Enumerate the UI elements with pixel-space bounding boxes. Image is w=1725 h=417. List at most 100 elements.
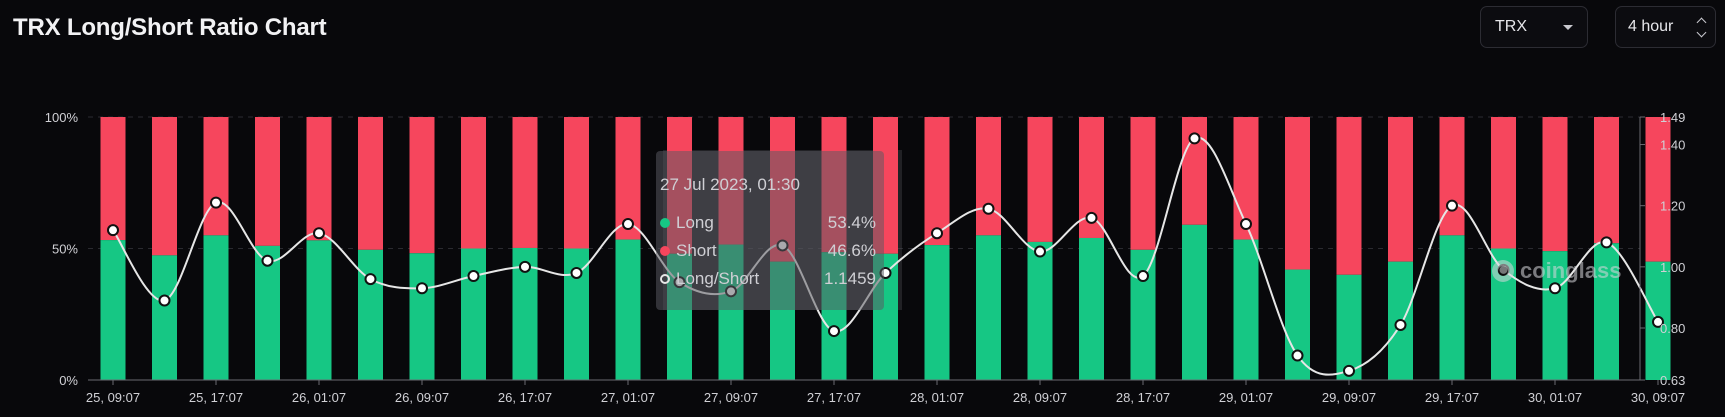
bar-long bbox=[1542, 251, 1568, 380]
right-axis-tick-label: 1.49 bbox=[1660, 110, 1685, 125]
x-axis-tick-label: 30, 01:07 bbox=[1528, 390, 1582, 405]
watermark-text: coinglass bbox=[1520, 258, 1622, 283]
bar-short bbox=[1027, 117, 1053, 242]
ratio-point bbox=[1137, 270, 1149, 283]
bar-long bbox=[1130, 249, 1156, 380]
coinglass-watermark: coinglass bbox=[1492, 258, 1621, 284]
right-axis-tick-label: 1.00 bbox=[1660, 260, 1685, 275]
x-axis-tick-label: 27, 09:07 bbox=[704, 390, 758, 405]
bar-short bbox=[1130, 117, 1156, 250]
ratio-point bbox=[1291, 349, 1304, 362]
ratio-point bbox=[1652, 315, 1664, 328]
ratio-point bbox=[1394, 318, 1407, 331]
x-axis-tick-label: 25, 17:07 bbox=[189, 390, 243, 405]
interval-select-value: 4 hour bbox=[1628, 18, 1674, 35]
ratio-point bbox=[416, 282, 428, 295]
bar-short bbox=[1285, 117, 1310, 270]
bar-long bbox=[615, 239, 641, 380]
bar-short bbox=[409, 117, 435, 254]
bar-long bbox=[100, 240, 126, 380]
tooltip-long-label: Long bbox=[676, 213, 714, 232]
bar-short bbox=[1645, 117, 1671, 262]
tooltip-ratio-value: 1.1459 bbox=[824, 269, 876, 288]
ratio-point bbox=[622, 218, 634, 231]
tooltip-ratio-label: Long/Short bbox=[676, 269, 760, 288]
symbol-select-value: TRX bbox=[1495, 18, 1527, 35]
right-axis-tick-label: 1.40 bbox=[1660, 138, 1685, 153]
x-axis-tick-label: 27, 17:07 bbox=[807, 390, 861, 405]
bar-short bbox=[1542, 117, 1568, 252]
ratio-point bbox=[828, 325, 840, 338]
right-axis-tick-label: 0.80 bbox=[1660, 321, 1685, 336]
ratio-point bbox=[1446, 199, 1458, 212]
left-axis-tick-label: 100% bbox=[45, 110, 79, 125]
ratio-point bbox=[467, 270, 480, 283]
bar-long bbox=[1182, 224, 1207, 380]
ratio-point bbox=[313, 227, 325, 240]
tooltip-short-value: 46.6% bbox=[827, 241, 876, 260]
bar-short bbox=[100, 117, 126, 241]
tooltip-row-long: Long 53.4% bbox=[660, 213, 876, 233]
chevron-down-icon bbox=[1563, 24, 1573, 30]
ratio-point bbox=[1549, 282, 1561, 295]
x-axis-tick-label: 30, 09:07 bbox=[1631, 390, 1685, 405]
bar-long bbox=[255, 245, 280, 380]
x-axis-tick-label: 29, 01:07 bbox=[1219, 390, 1273, 405]
ratio-point bbox=[982, 202, 995, 215]
bar-short bbox=[512, 117, 538, 248]
left-axis-tick-label: 50% bbox=[52, 242, 78, 257]
bar-short bbox=[564, 117, 589, 249]
ratio-point bbox=[1085, 211, 1098, 224]
ratio-line bbox=[112, 136, 1659, 376]
bar-short bbox=[976, 117, 1001, 236]
symbol-select[interactable]: TRX bbox=[1480, 6, 1588, 48]
tooltip-row-short: Short 46.6% bbox=[660, 241, 876, 261]
bar-long bbox=[1439, 235, 1465, 380]
bar-long bbox=[1079, 237, 1104, 380]
left-axis-tick-label: 0% bbox=[59, 373, 78, 388]
chart-tooltip: 27 Jul 2023, 01:30 Long 53.4% Short 46.6… bbox=[656, 151, 884, 310]
right-axis-tick-label: 0.63 bbox=[1660, 373, 1685, 388]
bar-short bbox=[203, 117, 229, 236]
bar-long bbox=[976, 235, 1001, 380]
bar-short bbox=[1336, 117, 1362, 275]
bar-long bbox=[461, 248, 486, 380]
bar-short bbox=[924, 117, 950, 246]
ratio-point bbox=[1188, 132, 1201, 145]
page-title: TRX Long/Short Ratio Chart bbox=[13, 14, 327, 41]
bar-long bbox=[924, 245, 950, 380]
bar-long bbox=[152, 255, 177, 380]
bar-short bbox=[255, 117, 280, 246]
ratio-point bbox=[1240, 218, 1252, 231]
x-axis-tick-label: 26, 01:07 bbox=[292, 390, 346, 405]
ratio-point bbox=[261, 254, 274, 267]
x-axis-tick-label: 26, 17:07 bbox=[498, 390, 552, 405]
x-axis-tick-label: 28, 17:07 bbox=[1116, 390, 1170, 405]
short-dot-icon bbox=[660, 246, 670, 256]
bar-short bbox=[306, 117, 332, 241]
right-axis-tick-label: 1.20 bbox=[1660, 199, 1685, 214]
axes-group: 0% 50% 100% 0.63 0.80 1.00 1.20 1.40 1.49 25, 09:… bbox=[45, 110, 1686, 405]
bar-short bbox=[461, 117, 486, 249]
bar-short bbox=[1594, 117, 1619, 244]
bar-long bbox=[1336, 274, 1362, 380]
bar-long bbox=[409, 253, 435, 380]
ratio-point bbox=[931, 227, 943, 240]
ratio-point bbox=[158, 294, 171, 307]
long-dot-icon bbox=[660, 218, 670, 228]
x-axis-tick-label: 28, 01:07 bbox=[910, 390, 964, 405]
bar-long bbox=[1594, 243, 1619, 380]
interval-select[interactable]: 4 hour bbox=[1615, 6, 1716, 48]
bar-long bbox=[203, 235, 229, 380]
ratio-point bbox=[570, 266, 583, 279]
ratio-point bbox=[1600, 236, 1613, 249]
x-axis-tick-label: 25, 09:07 bbox=[86, 390, 140, 405]
ratio-point bbox=[107, 224, 119, 237]
bar-long bbox=[1027, 241, 1053, 380]
ratio-point bbox=[1343, 364, 1355, 377]
tooltip-row-ratio: Long/Short 1.1459 bbox=[660, 269, 876, 289]
x-axis-tick-label: 29, 09:07 bbox=[1322, 390, 1376, 405]
ratio-point bbox=[364, 273, 377, 286]
ratio-dot-icon bbox=[660, 274, 670, 284]
bars-group bbox=[100, 117, 1671, 380]
